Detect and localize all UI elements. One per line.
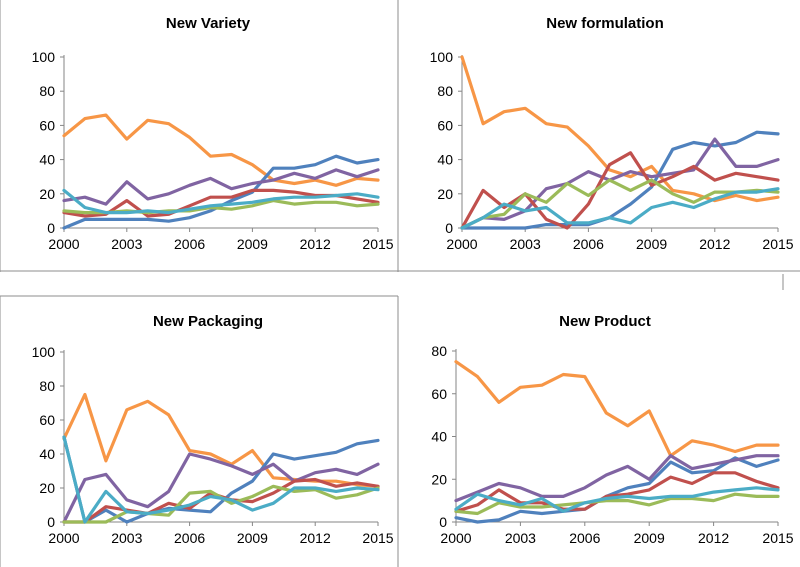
x-tick-label: 2012 [300,530,331,546]
series-line-teal [454,486,780,513]
x-tick-label: 2009 [636,236,667,252]
y-tick-label: 100 [32,49,56,65]
series-line-purple [454,454,780,503]
x-tick-label: 2012 [698,530,729,546]
x-tick-label: 2006 [569,530,600,546]
y-tick-label: 60 [431,386,447,402]
y-tick-label: 100 [32,344,56,360]
series-line-blue [454,456,780,524]
y-tick-label: 60 [39,412,55,428]
y-tick-label: 40 [437,152,453,168]
y-tick-label: 20 [431,471,447,487]
x-tick-label: 2003 [505,530,536,546]
series-line-purple [460,137,780,230]
x-tick-label: 2000 [440,530,471,546]
y-tick-label: 40 [39,152,55,168]
x-tick-label: 2003 [510,236,541,252]
x-tick-label: 2006 [174,236,205,252]
series-line-red [460,151,780,230]
series-line-orange [460,55,780,203]
y-tick-label: 20 [39,186,55,202]
x-tick-label: 2000 [48,236,79,252]
series-line-green [460,178,780,230]
x-tick-label: 2012 [300,236,331,252]
y-tick-label: 80 [431,343,447,359]
chart-title: New Variety [166,15,251,32]
series-line-orange [62,392,380,488]
x-tick-label: 2015 [762,530,793,546]
y-tick-label: 60 [437,117,453,133]
y-tick-label: 80 [39,83,55,99]
chart-title: New Packaging [153,313,263,330]
x-tick-label: 2006 [573,236,604,252]
y-tick-label: 80 [39,378,55,394]
x-tick-label: 2003 [111,236,142,252]
x-tick-label: 2009 [634,530,665,546]
y-tick-label: 40 [431,429,447,445]
x-tick-label: 2015 [762,236,793,252]
y-tick-label: 20 [437,186,453,202]
series-line-orange [62,113,380,187]
series-line-green [454,492,780,516]
x-tick-label: 2003 [111,530,142,546]
y-tick-label: 0 [47,220,55,236]
x-tick-label: 2000 [446,236,477,252]
series-line-teal [62,435,380,524]
series-line-blue [460,130,780,230]
x-tick-label: 2009 [237,530,268,546]
y-tick-label: 40 [39,446,55,462]
series-line-purple [62,452,380,524]
series-line-teal [62,188,380,215]
series-line-purple [62,168,380,206]
y-tick-label: 20 [39,480,55,496]
y-tick-label: 0 [47,514,55,530]
x-tick-label: 2009 [237,236,268,252]
y-tick-label: 60 [39,117,55,133]
series-line-teal [460,187,780,230]
x-tick-label: 2015 [362,530,393,546]
x-tick-label: 2015 [362,236,393,252]
x-tick-label: 2012 [699,236,730,252]
series-line-red [454,471,780,513]
series-line-orange [454,360,780,458]
y-tick-label: 0 [445,220,453,236]
chart-title: New formulation [546,15,664,32]
x-tick-label: 2000 [48,530,79,546]
y-tick-label: 100 [430,49,454,65]
y-tick-label: 80 [437,83,453,99]
y-tick-label: 0 [439,514,447,530]
x-tick-label: 2006 [174,530,205,546]
chart-title: New Product [559,313,651,330]
